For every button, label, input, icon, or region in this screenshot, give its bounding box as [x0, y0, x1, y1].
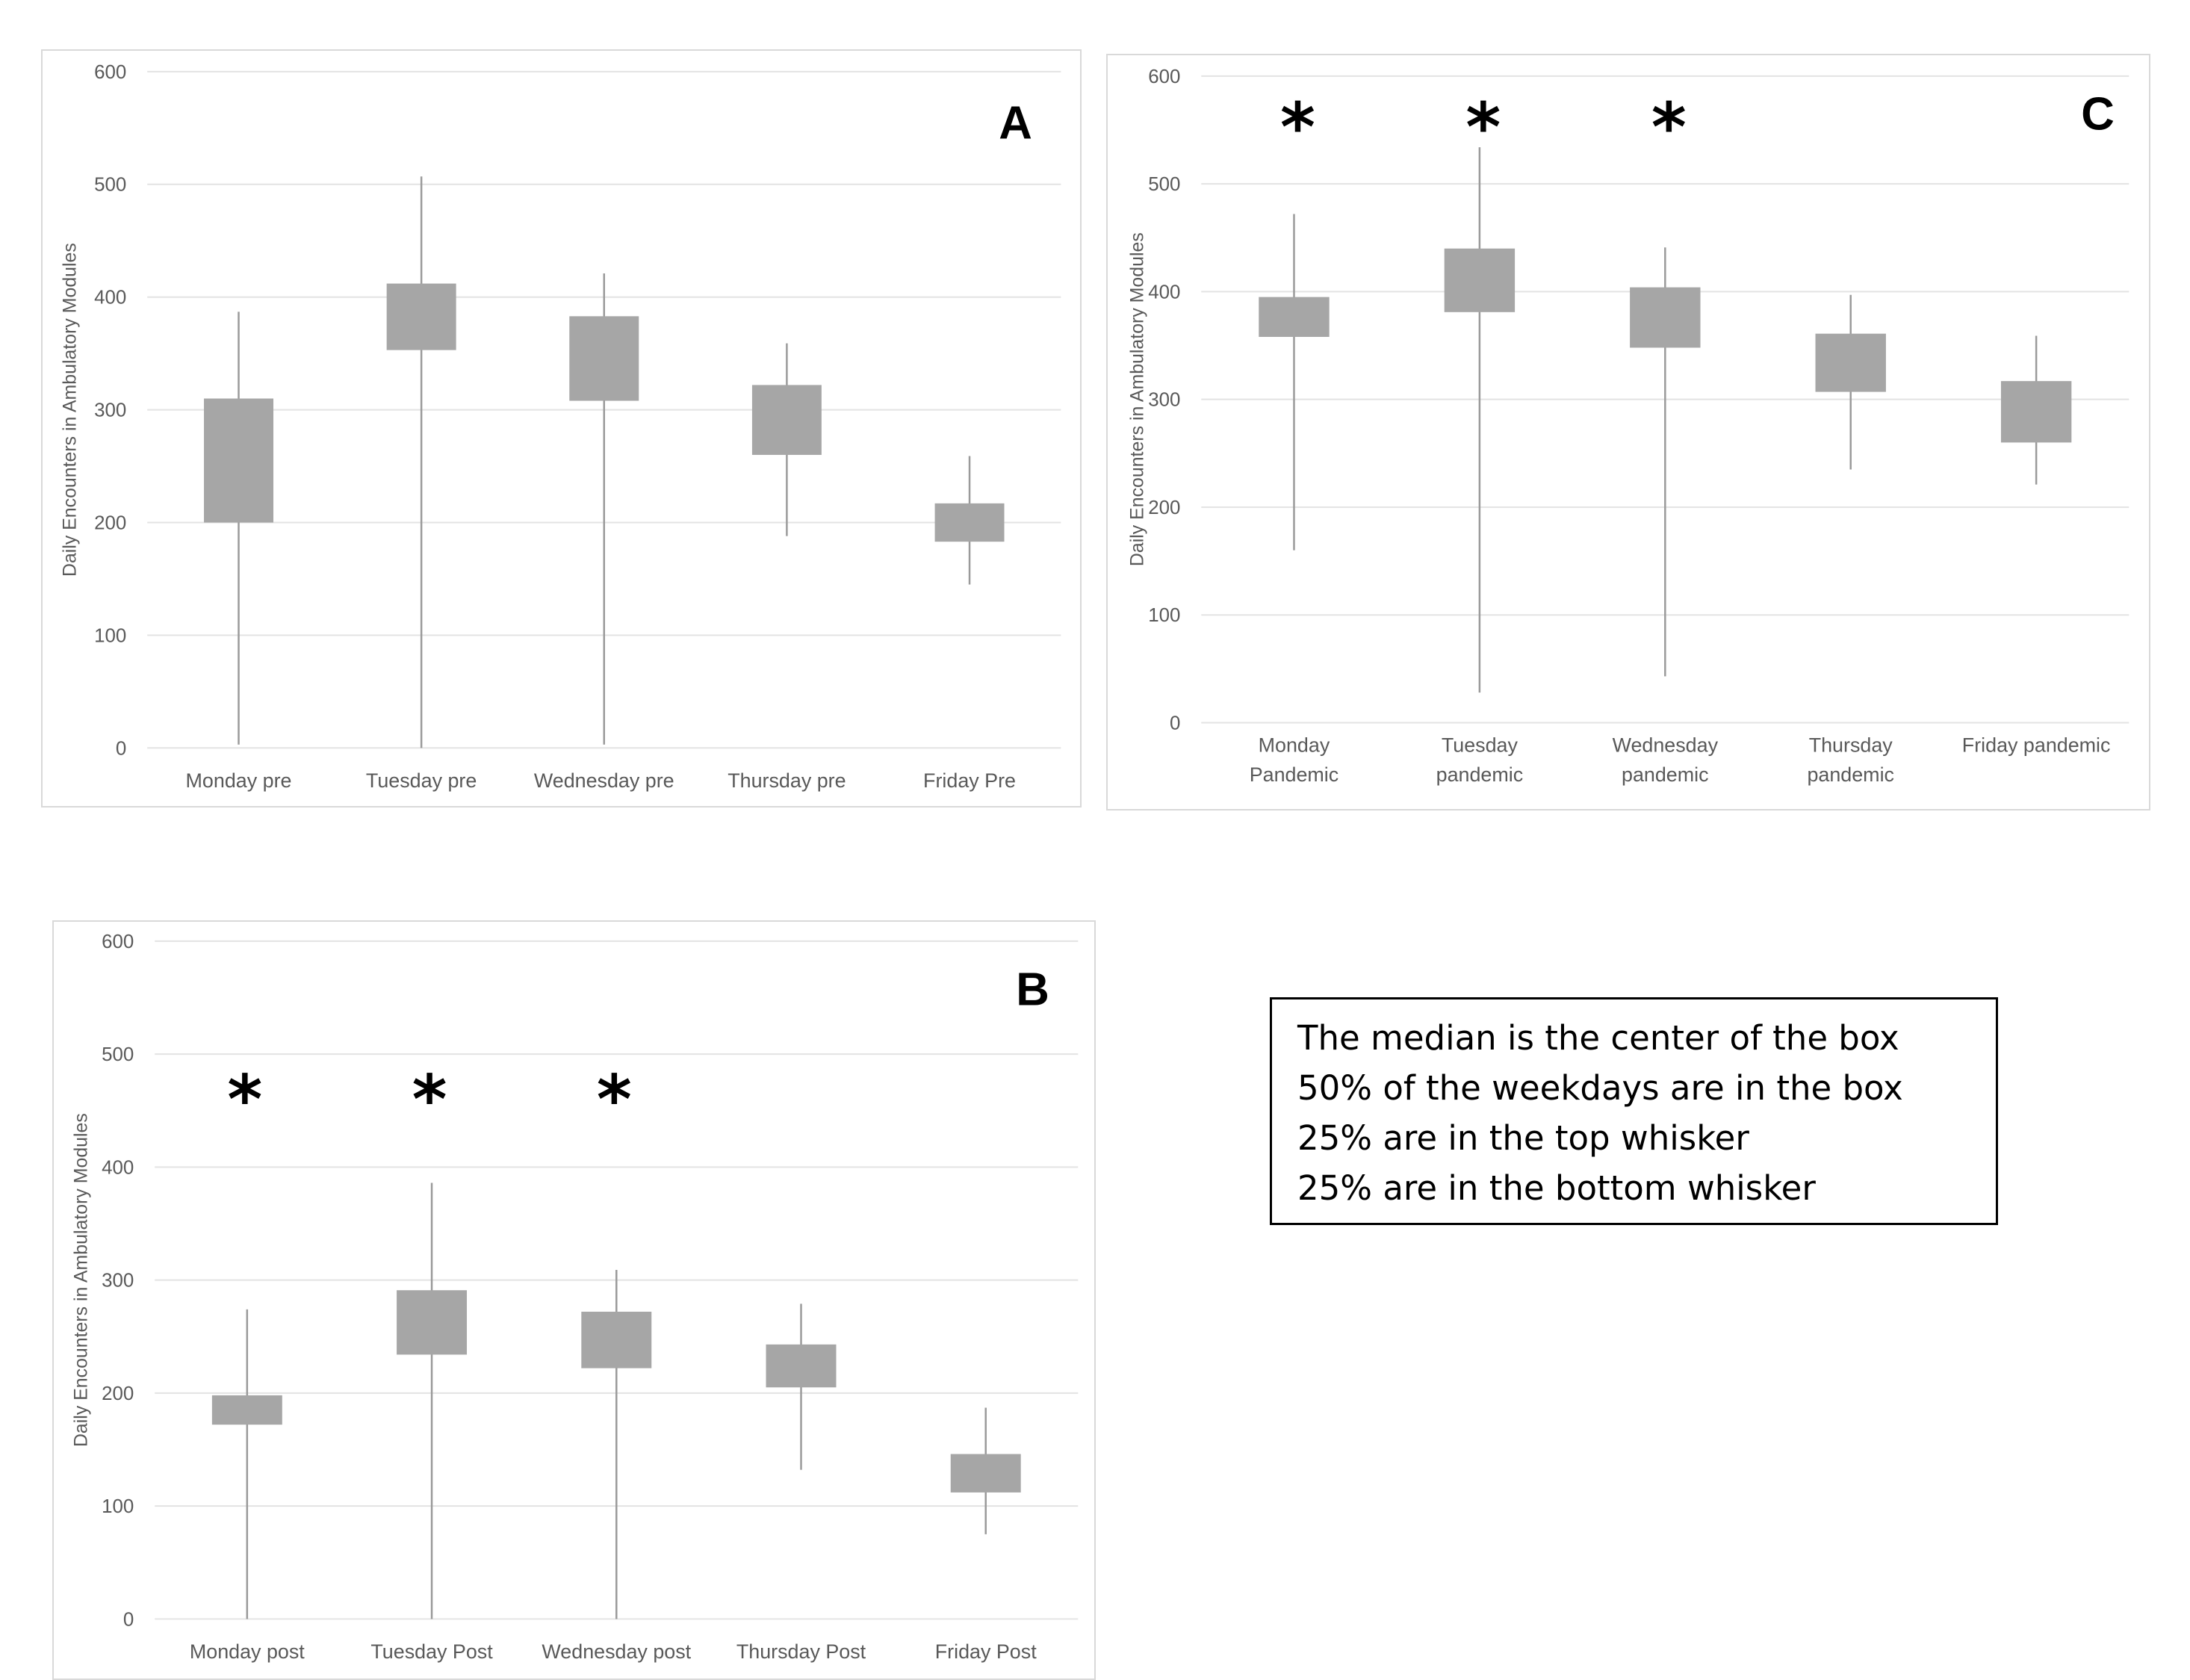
interpretation-note-box: The median is the center of the box 50% …	[1270, 997, 1998, 1225]
category-label: Tuesday pre	[366, 769, 477, 792]
y-tick-label: 200	[1148, 498, 1180, 518]
y-tick-label: 500	[1148, 174, 1180, 195]
category-label: Friday Post	[935, 1640, 1037, 1663]
panel-letter: B	[1016, 964, 1049, 1016]
chart-panel-b: 0 100 200 300 400 500 600 Daily Encounters in A…	[52, 920, 1096, 1680]
y-tick-label: 500	[102, 1044, 134, 1065]
y-axis-label: Daily Encounters in Ambulatory Modules	[60, 243, 81, 577]
boxplot-a: 0 100 200 300 400 500 600 Daily Encounters in A…	[60, 62, 1061, 792]
box	[766, 1344, 837, 1388]
y-axis-label: Daily Encounters in Ambulatory Modules	[71, 1113, 92, 1447]
y-tick-label: 300	[94, 400, 126, 421]
category-label: Tuesday Post	[370, 1640, 493, 1663]
category-label: Tuesday	[1442, 734, 1519, 756]
box	[2000, 381, 2072, 443]
y-tick-label: 600	[1148, 66, 1180, 87]
box	[934, 503, 1005, 542]
note-line-top-whisker: 25% are in the top whisker	[1297, 1118, 1749, 1158]
y-tick-label: 200	[102, 1383, 134, 1404]
y-tick-label: 0	[123, 1609, 134, 1630]
category-label: pandemic	[1622, 763, 1709, 786]
category-label: Wednesday post	[542, 1640, 691, 1663]
y-tick-label: 0	[116, 738, 126, 759]
box	[1630, 287, 1701, 348]
y-tick-label: 100	[102, 1496, 134, 1517]
category-label: Thursday pre	[728, 769, 846, 792]
box	[950, 1454, 1021, 1493]
category-label: pandemic	[1807, 763, 1894, 786]
boxplot-b: 0 100 200 300 400 500 600 Daily Encounters in A…	[71, 932, 1079, 1663]
boxplot-c: 0 100 200 300 400 500 600 Daily Encounters in A…	[1127, 66, 2129, 786]
y-tick-label: 100	[1148, 605, 1180, 626]
significance-asterisk: *	[1465, 89, 1501, 167]
category-label: Wednesday pre	[534, 769, 674, 792]
y-tick-label: 200	[94, 512, 126, 533]
note-line-box: 50% of the weekdays are in the box	[1297, 1068, 1903, 1108]
box	[569, 316, 639, 401]
category-label: pandemic	[1436, 763, 1524, 786]
y-tick-label: 600	[102, 932, 134, 952]
panel-letter: A	[999, 98, 1032, 149]
y-tick-label: 300	[102, 1271, 134, 1292]
y-tick-label: 400	[94, 288, 126, 309]
y-tick-label: 500	[94, 175, 126, 196]
significance-asterisk: *	[1651, 89, 1687, 167]
category-label: Monday	[1259, 734, 1330, 756]
box	[1444, 248, 1516, 312]
category-label: Thursday	[1809, 734, 1893, 756]
significance-asterisk: *	[412, 1061, 447, 1139]
y-tick-label: 300	[1148, 390, 1180, 411]
note-line-median: The median is the center of the box	[1297, 1018, 1899, 1058]
y-tick-label: 400	[1148, 282, 1180, 303]
category-label: Monday post	[190, 1640, 305, 1663]
y-tick-label: 0	[1170, 713, 1180, 734]
significance-asterisk: *	[597, 1061, 632, 1139]
significance-asterisk: *	[227, 1061, 262, 1139]
y-tick-label: 100	[94, 625, 126, 646]
box	[1815, 333, 1886, 392]
note-line-bottom-whisker: 25% are in the bottom whisker	[1297, 1168, 1816, 1208]
category-label: Monday pre	[186, 769, 292, 792]
box	[211, 1395, 282, 1425]
category-label: Thursday Post	[736, 1640, 866, 1663]
category-label: Wednesday	[1613, 734, 1719, 756]
y-tick-label: 400	[102, 1157, 134, 1178]
box	[751, 385, 822, 455]
box	[397, 1290, 468, 1355]
panel-letter: C	[2081, 89, 2115, 140]
category-label: Pandemic	[1250, 763, 1339, 786]
chart-panel-c: 0 100 200 300 400 500 600 Daily Encounters in A…	[1106, 54, 2150, 810]
category-label: Friday Pre	[923, 769, 1016, 792]
box	[386, 283, 456, 350]
significance-asterisk: *	[1280, 89, 1315, 167]
category-label: Friday pandemic	[1962, 734, 2111, 756]
y-tick-label: 600	[94, 62, 126, 83]
box	[204, 398, 273, 523]
y-axis-label: Daily Encounters in Ambulatory Modules	[1127, 232, 1148, 566]
box	[581, 1311, 652, 1369]
chart-panel-a: 0 100 200 300 400 500 600 Daily Encounters in A…	[41, 49, 1082, 808]
box	[1259, 297, 1330, 338]
